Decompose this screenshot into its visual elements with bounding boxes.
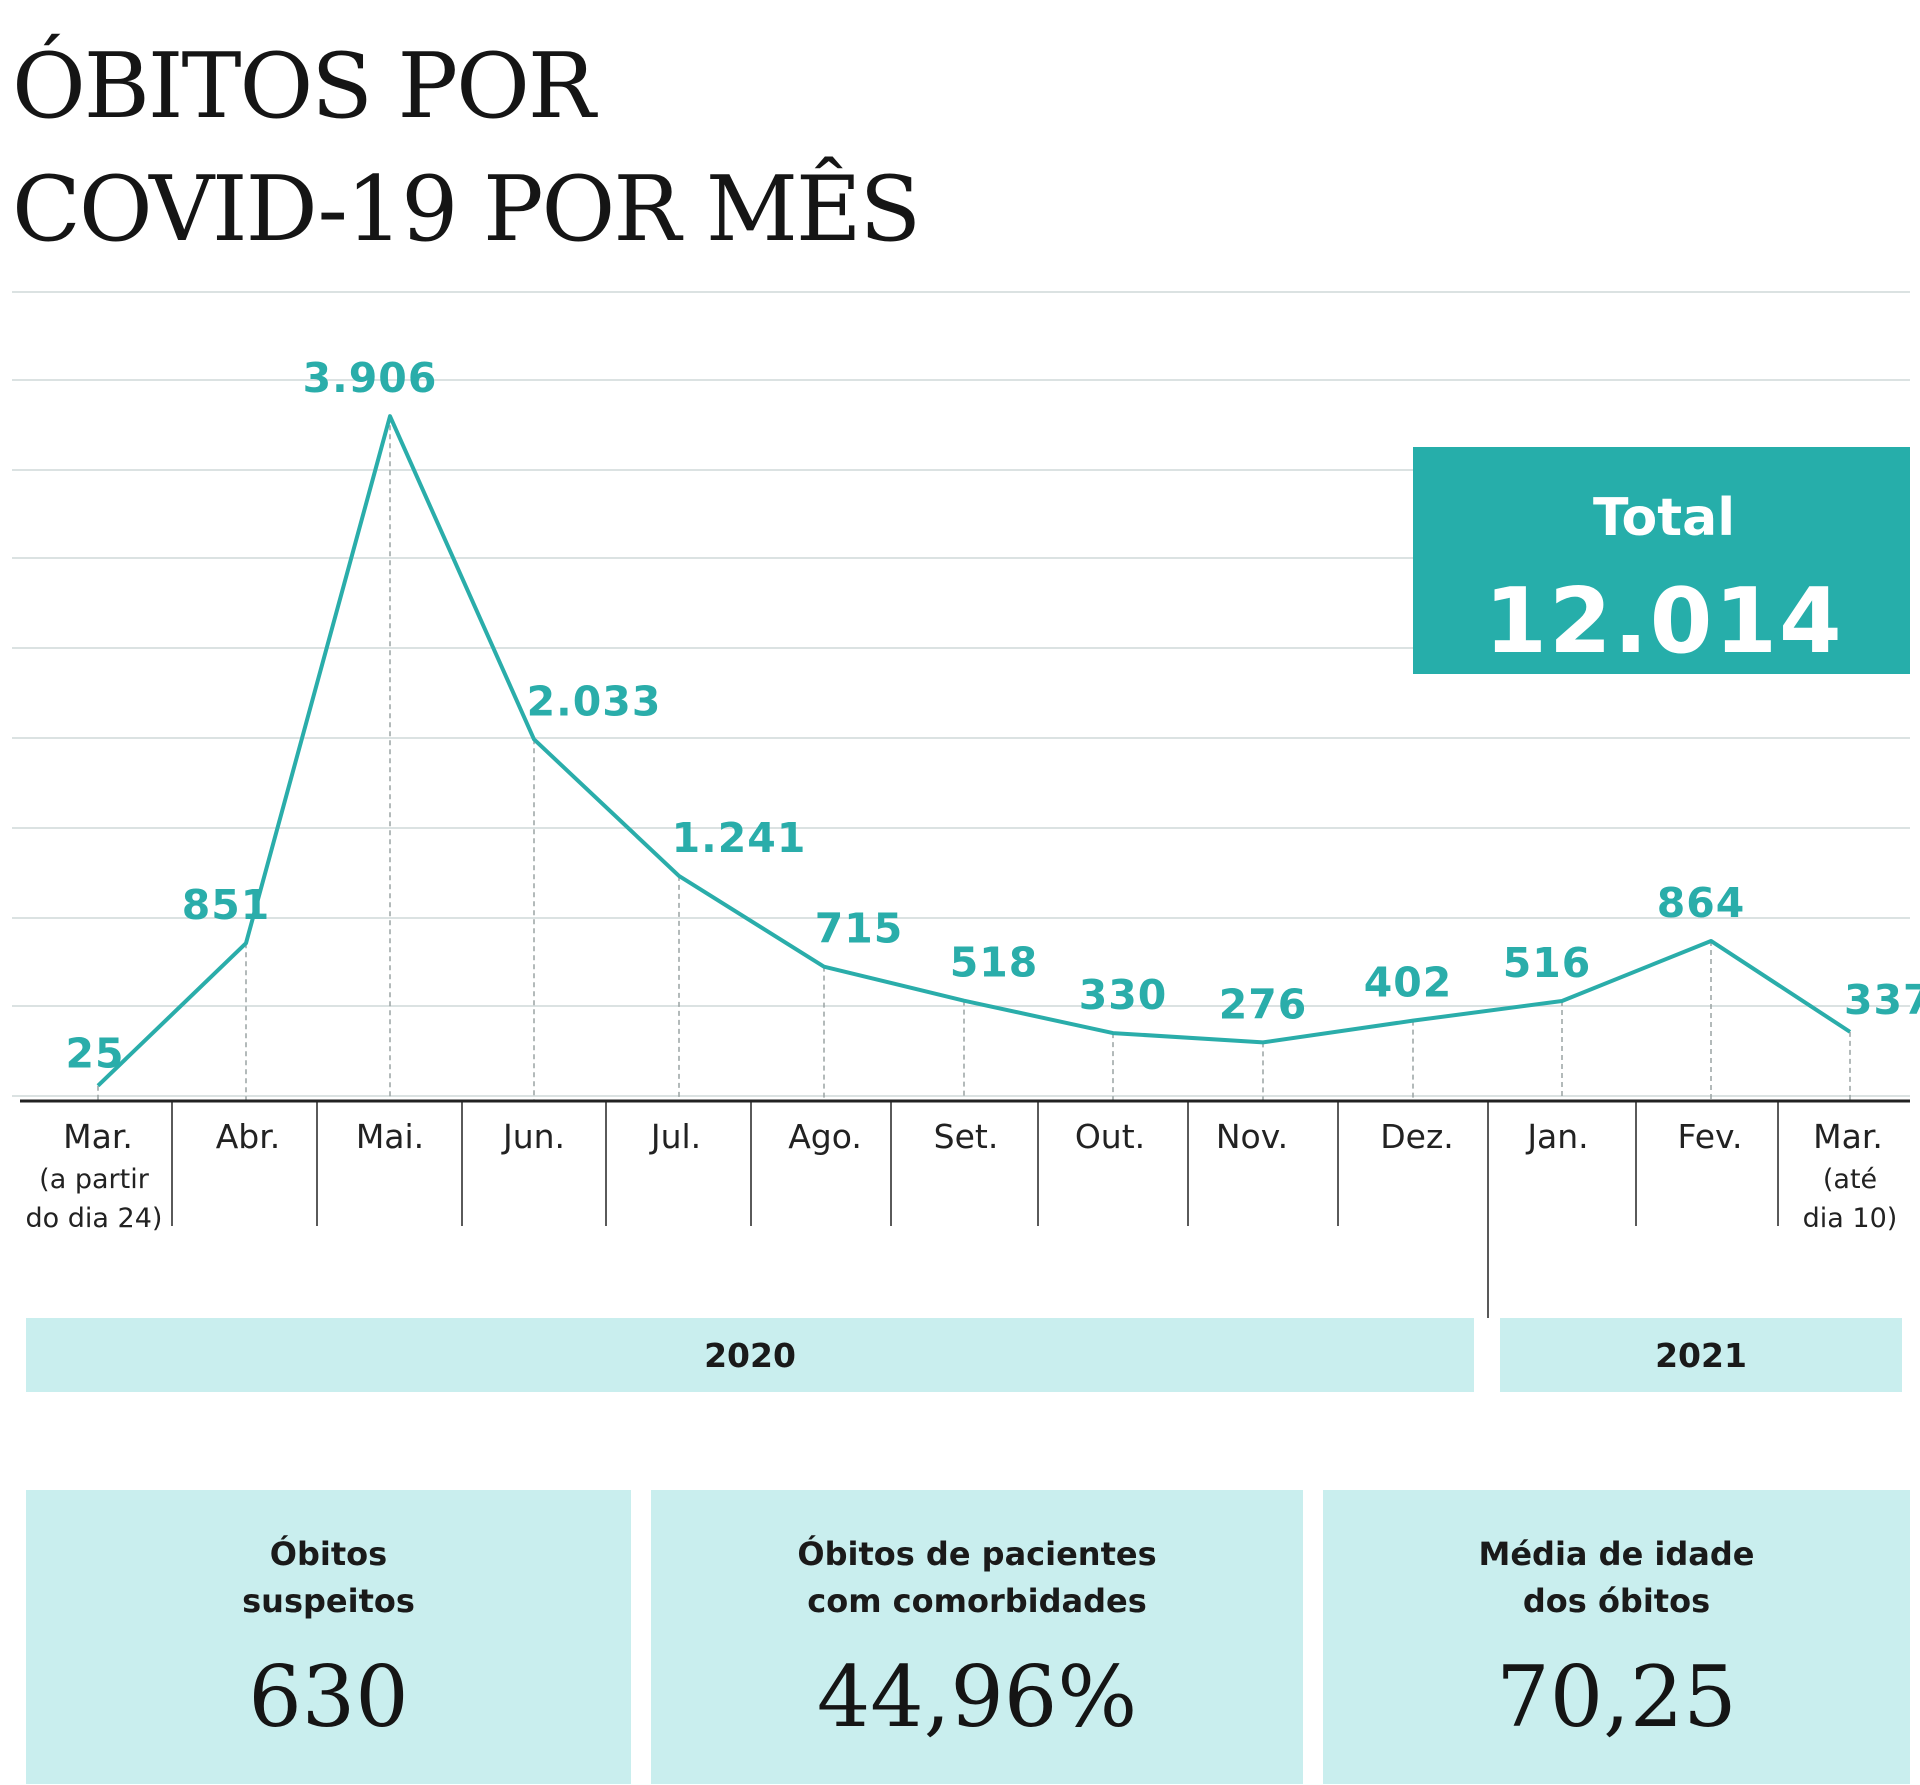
year-label: 2021 bbox=[1655, 1336, 1747, 1375]
month-label: Jul. bbox=[649, 1117, 701, 1156]
value-label: 25 bbox=[65, 1030, 124, 1078]
title-line-1: ÓBITOS POR bbox=[12, 33, 598, 139]
value-label: 864 bbox=[1657, 879, 1746, 927]
month-label: Out. bbox=[1075, 1117, 1145, 1156]
value-label: 851 bbox=[182, 881, 271, 929]
month-label: Abr. bbox=[216, 1117, 281, 1156]
stat-label: Óbitos bbox=[270, 1534, 387, 1573]
value-label: 337 bbox=[1844, 976, 1920, 1024]
value-label: 276 bbox=[1219, 980, 1308, 1028]
value-label: 402 bbox=[1364, 959, 1453, 1007]
value-label: 715 bbox=[815, 905, 904, 953]
month-label: Jun. bbox=[501, 1117, 565, 1156]
total-label: Total bbox=[1593, 488, 1735, 548]
total-value: 12.014 bbox=[1484, 569, 1843, 674]
year-label: 2020 bbox=[704, 1336, 796, 1375]
month-label: Mar. bbox=[1813, 1117, 1883, 1156]
title-line-2: COVID-19 POR MÊS bbox=[12, 156, 919, 262]
month-note: dia 10) bbox=[1803, 1203, 1898, 1234]
month-label: Mar. bbox=[63, 1117, 133, 1156]
month-label: Dez. bbox=[1380, 1117, 1454, 1156]
covid-deaths-infographic: ÓBITOS POR COVID-19 POR MÊS 25 851 3.906 2.… bbox=[0, 0, 1920, 1785]
stat-label: Óbitos de pacientes bbox=[797, 1534, 1156, 1573]
stat-value: 70,25 bbox=[1496, 1648, 1736, 1746]
month-label: Nov. bbox=[1216, 1117, 1288, 1156]
stat-label: suspeitos bbox=[242, 1582, 415, 1620]
value-label: 3.906 bbox=[303, 354, 438, 402]
month-note: (a partir bbox=[39, 1164, 150, 1195]
month-label: Ago. bbox=[788, 1117, 862, 1156]
month-label: Mai. bbox=[356, 1117, 424, 1156]
month-label: Fev. bbox=[1678, 1117, 1743, 1156]
month-labels: Mar. (a partir do dia 24) Abr. Mai. Jun. Jul. A… bbox=[26, 1117, 1898, 1234]
stat-label: Média de idade bbox=[1479, 1535, 1755, 1573]
value-label: 1.241 bbox=[672, 814, 807, 862]
stat-value: 630 bbox=[248, 1648, 408, 1746]
month-label: Set. bbox=[934, 1117, 999, 1156]
stat-boxes: Óbitos suspeitos 630 Óbitos de pacientes com… bbox=[26, 1490, 1910, 1784]
stat-label: dos óbitos bbox=[1523, 1582, 1710, 1620]
value-label: 2.033 bbox=[527, 677, 662, 725]
month-note: (até bbox=[1823, 1164, 1877, 1195]
stat-value: 44,96% bbox=[817, 1648, 1137, 1746]
month-note: do dia 24) bbox=[26, 1203, 163, 1234]
stat-label: com comorbidades bbox=[807, 1582, 1147, 1620]
value-label: 330 bbox=[1079, 971, 1168, 1019]
value-label: 516 bbox=[1503, 939, 1592, 987]
month-label: Jan. bbox=[1525, 1117, 1588, 1156]
year-bars: 2020 2021 bbox=[26, 1318, 1902, 1392]
value-label: 518 bbox=[950, 939, 1039, 987]
